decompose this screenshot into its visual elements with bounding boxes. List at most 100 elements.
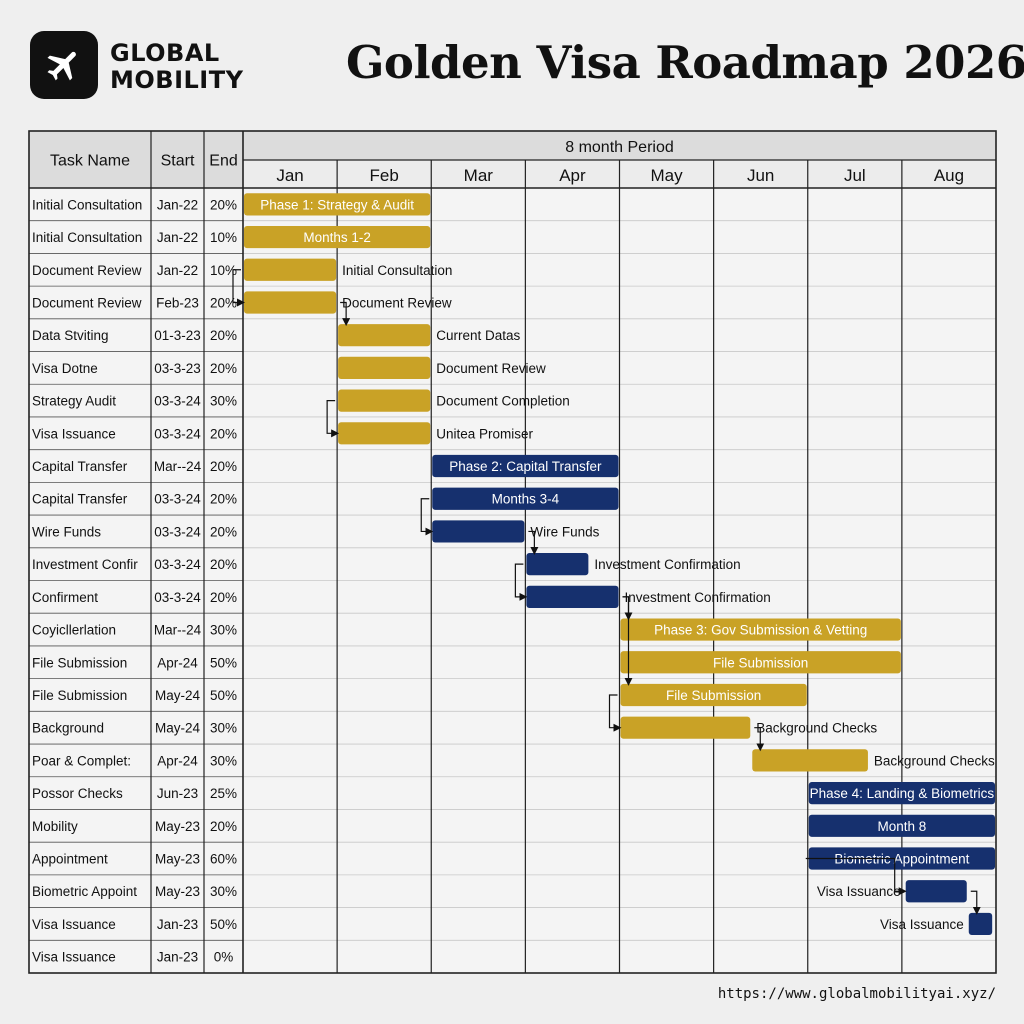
task-bar: [752, 749, 868, 772]
task-bar: [620, 618, 901, 641]
task-bar: [620, 683, 807, 707]
task-start: May-24: [155, 688, 201, 703]
task-start: 03-3-24: [154, 426, 201, 441]
task-end: 30%: [210, 394, 237, 409]
month-label: Jul: [844, 166, 866, 185]
task-start: Apr-24: [157, 753, 198, 768]
task-bar: [338, 356, 431, 380]
period-header-bg: [243, 131, 996, 160]
month-label: Jun: [747, 166, 774, 185]
dependency-arrow: [340, 301, 351, 327]
task-start: 03-3-24: [154, 524, 201, 539]
task-bar: [338, 324, 431, 347]
task-bar: [338, 389, 431, 412]
bar-label: Document Review: [342, 295, 452, 310]
task-name: File Submission: [32, 688, 127, 703]
task-name: Background: [32, 721, 104, 736]
task-end: 30%: [210, 623, 237, 638]
bar-label: Phase 1: Strategy & Audit: [260, 197, 414, 212]
task-end: 20%: [210, 295, 237, 310]
dependency-arrow: [420, 498, 434, 536]
task-end: 50%: [210, 655, 237, 670]
bar-label: Background Checks: [756, 721, 877, 736]
task-name: Mobility: [32, 819, 78, 834]
task-start: 03-3-23: [154, 361, 201, 376]
task-name: Coyicllerlation: [32, 623, 116, 638]
column-header: Start: [161, 153, 195, 170]
task-start: Jan-23: [157, 950, 198, 965]
page-title: Golden Visa Roadmap 2026: [346, 36, 1024, 89]
task-end: 20%: [210, 197, 237, 212]
task-name: Document Review: [32, 263, 142, 278]
task-end: 25%: [210, 786, 237, 801]
task-bar: [244, 258, 337, 281]
task-name: File Submission: [32, 655, 127, 670]
task-end: 20%: [210, 819, 237, 834]
bar-label: Phase 3: Gov Submission & Vetting: [654, 623, 867, 638]
task-name: Investment Confir: [32, 557, 138, 572]
task-end: 50%: [210, 917, 237, 932]
task-bar: [526, 585, 619, 608]
task-start: Feb-23: [156, 295, 199, 310]
task-end: 20%: [210, 557, 237, 572]
task-bar: [808, 847, 995, 870]
bar-label: File Submission: [666, 688, 761, 703]
task-start: Jan-22: [157, 263, 198, 278]
bar-label: Current Datas: [436, 328, 520, 343]
bar-label: Biometric Appointment: [834, 852, 969, 867]
task-name: Visa Issuance: [32, 950, 116, 965]
task-bar: [620, 716, 751, 739]
task-bar: [338, 422, 431, 445]
task-bar: [905, 880, 967, 903]
task-start: 03-3-24: [154, 394, 201, 409]
task-start: May-24: [155, 721, 201, 736]
task-name: Initial Consultation: [32, 230, 142, 245]
task-end: 50%: [210, 688, 237, 703]
task-bar: [808, 814, 995, 837]
task-start: May-23: [155, 819, 200, 834]
dependency-arrow: [326, 400, 340, 438]
bar-label: Document Completion: [436, 394, 570, 409]
bar-label: Visa Issuance: [817, 884, 901, 899]
task-start: 01-3-23: [154, 328, 201, 343]
dependency-arrow: [805, 857, 907, 896]
bar-label: Month 8: [877, 819, 926, 834]
task-name: Capital Transfer: [32, 492, 128, 507]
footer-url[interactable]: https://www.globalmobilityai.xyz/: [717, 986, 996, 1002]
bar-label: Phase 2: Capital Transfer: [449, 459, 602, 474]
task-end: 30%: [210, 721, 237, 736]
brand-name: GLOBAL MOBILITY: [110, 40, 243, 94]
task-end: 20%: [210, 492, 237, 507]
dependency-arrow: [608, 694, 622, 732]
task-end: 60%: [210, 852, 237, 867]
task-name: Possor Checks: [32, 786, 123, 801]
task-end: 10%: [210, 263, 237, 278]
task-start: 03-3-24: [154, 492, 201, 507]
table-header-bg: [29, 131, 243, 188]
dependency-arrow: [970, 890, 981, 915]
task-name: Strategy Audit: [32, 394, 116, 409]
task-bar: [244, 225, 431, 249]
dependency-arrow: [528, 530, 539, 556]
task-name: Visa Issuance: [32, 917, 116, 932]
month-label: Feb: [370, 166, 399, 185]
bar-label: Background Checks: [874, 753, 995, 768]
task-bar: [244, 193, 431, 216]
task-start: Jan-23: [157, 917, 198, 932]
task-end: 10%: [210, 230, 237, 245]
task-name: Confirment: [32, 590, 98, 605]
task-end: 20%: [210, 426, 237, 441]
task-bar: [432, 487, 619, 510]
column-header: Task Name: [50, 153, 130, 170]
bar-label: Investment Confirmation: [625, 590, 771, 605]
task-start: Mar--24: [154, 623, 202, 638]
task-name: Visa Dotne: [32, 361, 98, 376]
task-name: Visa Issuance: [32, 426, 116, 441]
bar-label: Visa Issuance: [880, 917, 964, 932]
task-name: Biometric Appoint: [32, 884, 137, 899]
task-end: 30%: [210, 753, 237, 768]
column-header: End: [209, 153, 237, 170]
task-bar: [808, 781, 995, 805]
month-label: Mar: [464, 166, 494, 185]
table-border: [28, 130, 997, 974]
